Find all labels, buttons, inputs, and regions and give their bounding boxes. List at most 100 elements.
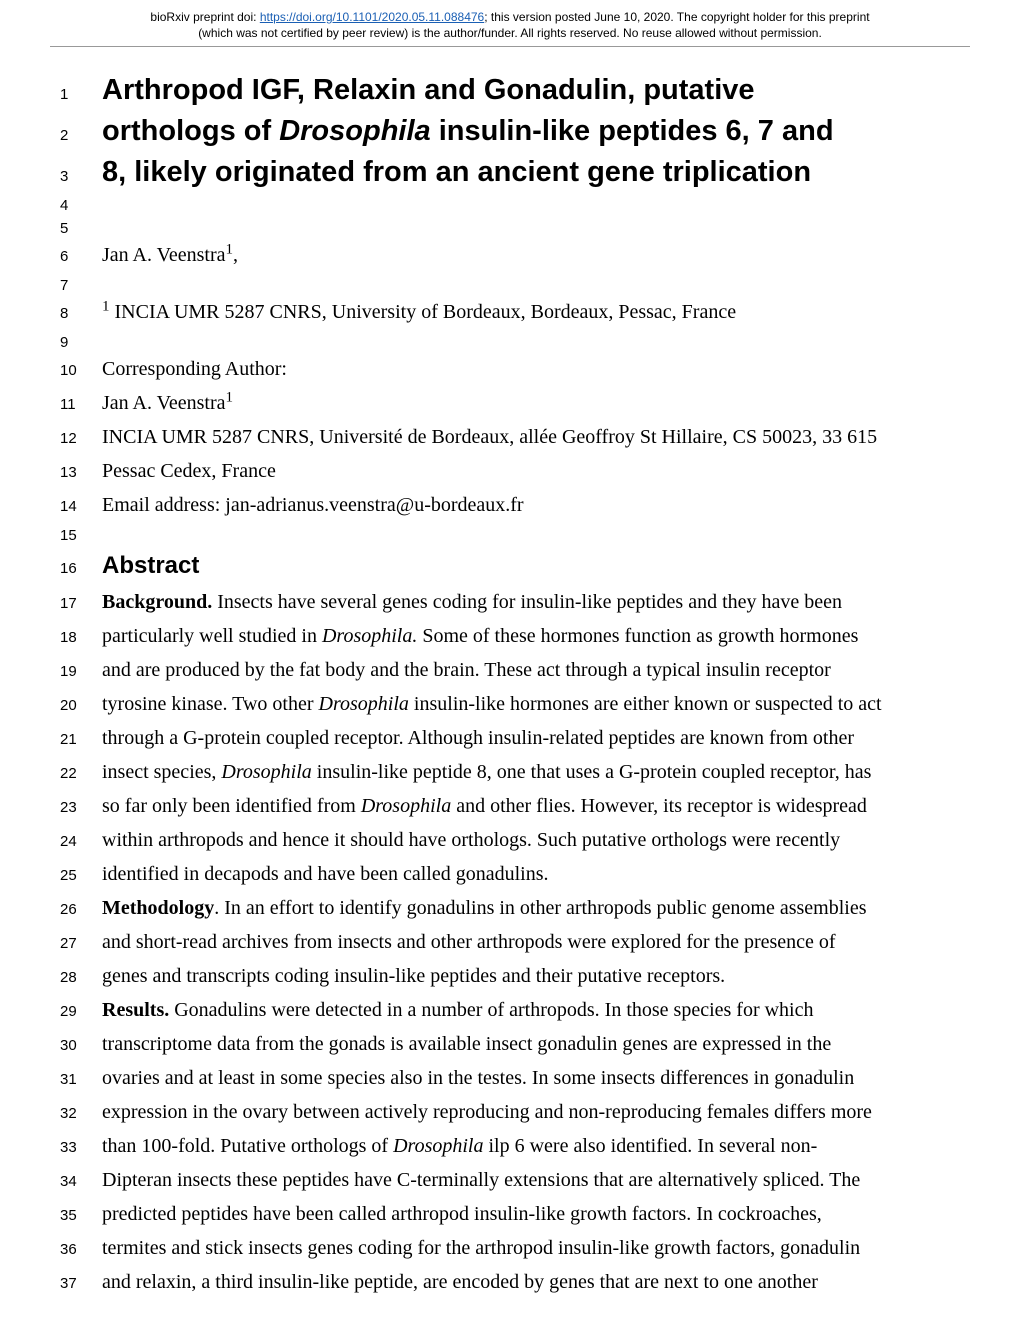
text-segment: 1 (226, 242, 234, 258)
document-line: 23so far only been identified from Droso… (60, 791, 930, 822)
document-line: 20tyrosine kinase. Two other Drosophila … (60, 689, 930, 720)
body-line: Jan A. Veenstra1 (102, 388, 930, 419)
text-segment: Drosophila (393, 1135, 483, 1157)
document-line: 29Results. Gonadulins were detected in a… (60, 995, 930, 1026)
body-line: than 100-fold. Putative orthologs of Dro… (102, 1131, 930, 1162)
title-line: orthologs of Drosophila insulin-like pep… (102, 113, 930, 151)
text-segment: Results. (102, 999, 169, 1021)
document-line: 35predicted peptides have been called ar… (60, 1199, 930, 1230)
document-line: 6Jan A. Veenstra1, (60, 240, 930, 271)
body-line: predicted peptides have been called arth… (102, 1199, 930, 1230)
line-number: 12 (60, 430, 102, 447)
text-segment: . In an effort to identify gonadulins in… (214, 897, 866, 919)
document-line: 13Pessac Cedex, France (60, 456, 930, 487)
line-number: 22 (60, 765, 102, 782)
body-line: Dipteran insects these peptides have C-t… (102, 1165, 930, 1196)
document-line: 16Abstract (60, 547, 930, 584)
document-line: 18particularly well studied in Drosophil… (60, 621, 930, 652)
document-line: 4 (60, 194, 930, 214)
body-line: Pessac Cedex, France (102, 456, 930, 487)
line-number: 10 (60, 362, 102, 379)
line-number: 26 (60, 901, 102, 918)
text-segment: Drosophila (319, 693, 409, 715)
text-segment: particularly well studied in (102, 625, 322, 647)
document-line: 10Corresponding Author: (60, 354, 930, 385)
body-line: particularly well studied in Drosophila.… (102, 621, 930, 652)
document-line: 37and relaxin, a third insulin-like pept… (60, 1267, 930, 1298)
document-line: 9 (60, 331, 930, 351)
text-segment: 1 (226, 390, 234, 406)
document-line: 5 (60, 217, 930, 237)
line-number: 30 (60, 1037, 102, 1054)
body-line: and are produced by the fat body and the… (102, 655, 930, 686)
document-line: 2orthologs of Drosophila insulin-like pe… (60, 113, 930, 151)
line-number: 33 (60, 1139, 102, 1156)
body-line: Background. Insects have several genes c… (102, 587, 930, 618)
body-line: termites and stick insects genes coding … (102, 1233, 930, 1264)
line-number: 27 (60, 935, 102, 952)
line-number: 36 (60, 1241, 102, 1258)
body-line: and relaxin, a third insulin-like peptid… (102, 1267, 930, 1298)
text-segment: Some of these hormones function as growt… (417, 625, 858, 647)
text-segment: Drosophila. (322, 625, 417, 647)
document-line: 1Arthropod IGF, Relaxin and Gonadulin, p… (60, 72, 930, 110)
text-segment: so far only been identified from (102, 795, 361, 817)
document-line: 21through a G-protein coupled receptor. … (60, 723, 930, 754)
line-number: 8 (60, 305, 102, 322)
body-line: identified in decapods and have been cal… (102, 859, 930, 890)
document-line: 33than 100-fold. Putative orthologs of D… (60, 1131, 930, 1162)
line-number: 3 (60, 168, 102, 185)
document-line: 14Email address: jan-adrianus.veenstra@u… (60, 490, 930, 521)
text-segment: than 100-fold. Putative orthologs of (102, 1135, 393, 1157)
title-line: Arthropod IGF, Relaxin and Gonadulin, pu… (102, 72, 930, 110)
line-number: 1 (60, 86, 102, 103)
line-number: 24 (60, 833, 102, 850)
text-segment: , (233, 244, 238, 266)
empty-line (102, 194, 930, 210)
text-segment: insulin-like peptide 8, one that uses a … (312, 761, 872, 783)
document-line: 36termites and stick insects genes codin… (60, 1233, 930, 1264)
text-segment: Methodology (102, 897, 214, 919)
empty-line (102, 274, 930, 290)
text-segment: Drosophila (279, 115, 430, 147)
text-segment: Background. (102, 591, 212, 613)
doi-link[interactable]: https://doi.org/10.1101/2020.05.11.08847… (260, 10, 484, 24)
empty-line (102, 331, 930, 347)
line-number: 2 (60, 127, 102, 144)
body-line: genes and transcripts coding insulin-lik… (102, 961, 930, 992)
line-number: 21 (60, 731, 102, 748)
document-line: 24within arthropods and hence it should … (60, 825, 930, 856)
text-segment: Insects have several genes coding for in… (212, 591, 842, 613)
line-number: 23 (60, 799, 102, 816)
document-line: 25identified in decapods and have been c… (60, 859, 930, 890)
line-number: 4 (60, 197, 102, 214)
document-line: 19and are produced by the fat body and t… (60, 655, 930, 686)
empty-line (102, 524, 930, 540)
body-line: transcriptome data from the gonads is av… (102, 1029, 930, 1060)
document-line: 34Dipteran insects these peptides have C… (60, 1165, 930, 1196)
line-number: 7 (60, 277, 102, 294)
document-line: 22insect species, Drosophila insulin-lik… (60, 757, 930, 788)
body-line: and short-read archives from insects and… (102, 927, 930, 958)
document-line: 28genes and transcripts coding insulin-l… (60, 961, 930, 992)
text-segment: insulin-like peptides 6, 7 and (431, 115, 834, 147)
body-line: Methodology. In an effort to identify go… (102, 893, 930, 924)
text-segment: Gonadulins were detected in a number of … (169, 999, 813, 1021)
preprint-prefix: bioRxiv preprint doi: (150, 10, 259, 24)
line-number: 16 (60, 560, 102, 577)
line-number: 28 (60, 969, 102, 986)
document-line: 12INCIA UMR 5287 CNRS, Université de Bor… (60, 422, 930, 453)
line-number: 20 (60, 697, 102, 714)
line-number: 35 (60, 1207, 102, 1224)
header-divider (50, 46, 970, 47)
document-line: 15 (60, 524, 930, 544)
text-segment: 1 (102, 299, 110, 315)
text-segment: Jan A. Veenstra (102, 244, 226, 266)
body-line: so far only been identified from Drosoph… (102, 791, 930, 822)
line-number: 18 (60, 629, 102, 646)
text-segment: tyrosine kinase. Two other (102, 693, 319, 715)
body-line: expression in the ovary between actively… (102, 1097, 930, 1128)
body-line: 1 INCIA UMR 5287 CNRS, University of Bor… (102, 297, 930, 328)
body-line: Jan A. Veenstra1, (102, 240, 930, 271)
line-number: 31 (60, 1071, 102, 1088)
